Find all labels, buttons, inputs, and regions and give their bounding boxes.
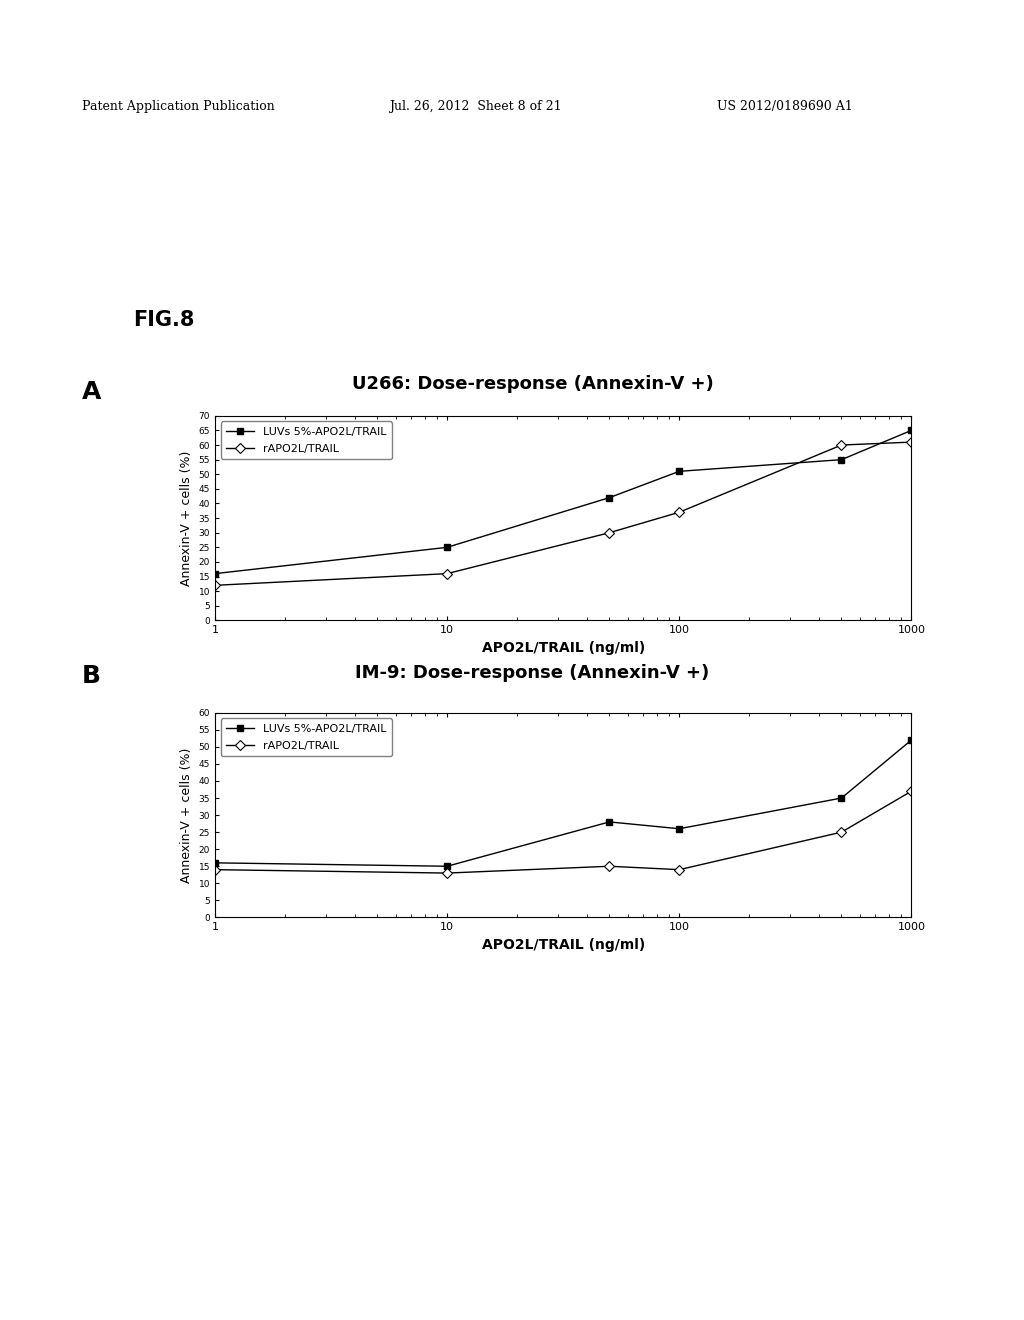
LUVs 5%-APO2L/TRAIL [673,463,685,479]
Text: B: B [82,664,101,688]
Y-axis label: Annexin-V + cells (%): Annexin-V + cells (%) [180,450,194,586]
X-axis label: APO2L/TRAIL (ng/ml): APO2L/TRAIL (ng/ml) [481,937,645,952]
rAPO2L/TRAIL [836,437,848,453]
Line: rAPO2L/TRAIL: rAPO2L/TRAIL [212,788,914,876]
LUVs 5%-APO2L/TRAIL [441,858,454,874]
LUVs 5%-APO2L/TRAIL [441,540,454,556]
Text: FIG.8: FIG.8 [133,310,195,330]
Y-axis label: Annexin-V + cells (%): Annexin-V + cells (%) [180,747,194,883]
rAPO2L/TRAIL [905,783,918,799]
LUVs 5%-APO2L/TRAIL [209,566,221,582]
Line: LUVs 5%-APO2L/TRAIL: LUVs 5%-APO2L/TRAIL [212,737,914,870]
rAPO2L/TRAIL [673,504,685,520]
LUVs 5%-APO2L/TRAIL [836,451,848,467]
Line: LUVs 5%-APO2L/TRAIL: LUVs 5%-APO2L/TRAIL [212,426,914,577]
rAPO2L/TRAIL [603,858,615,874]
rAPO2L/TRAIL [836,824,848,840]
Text: US 2012/0189690 A1: US 2012/0189690 A1 [717,100,853,114]
rAPO2L/TRAIL [209,862,221,878]
LUVs 5%-APO2L/TRAIL [905,422,918,438]
Text: A: A [82,380,101,404]
Text: IM-9: Dose-response (Annexin-V +): IM-9: Dose-response (Annexin-V +) [355,664,710,682]
rAPO2L/TRAIL [603,525,615,541]
LUVs 5%-APO2L/TRAIL [673,821,685,837]
rAPO2L/TRAIL [905,434,918,450]
rAPO2L/TRAIL [673,862,685,878]
Text: Patent Application Publication: Patent Application Publication [82,100,274,114]
Text: Jul. 26, 2012  Sheet 8 of 21: Jul. 26, 2012 Sheet 8 of 21 [389,100,562,114]
Legend: LUVs 5%-APO2L/TRAIL, rAPO2L/TRAIL: LUVs 5%-APO2L/TRAIL, rAPO2L/TRAIL [220,718,392,756]
LUVs 5%-APO2L/TRAIL [603,490,615,506]
rAPO2L/TRAIL [209,577,221,593]
LUVs 5%-APO2L/TRAIL [209,855,221,871]
X-axis label: APO2L/TRAIL (ng/ml): APO2L/TRAIL (ng/ml) [481,640,645,655]
LUVs 5%-APO2L/TRAIL [603,814,615,830]
Text: U266: Dose-response (Annexin-V +): U266: Dose-response (Annexin-V +) [351,375,714,393]
Line: rAPO2L/TRAIL: rAPO2L/TRAIL [212,438,914,589]
Legend: LUVs 5%-APO2L/TRAIL, rAPO2L/TRAIL: LUVs 5%-APO2L/TRAIL, rAPO2L/TRAIL [220,421,392,459]
rAPO2L/TRAIL [441,865,454,880]
LUVs 5%-APO2L/TRAIL [836,791,848,807]
LUVs 5%-APO2L/TRAIL [905,733,918,748]
rAPO2L/TRAIL [441,566,454,582]
